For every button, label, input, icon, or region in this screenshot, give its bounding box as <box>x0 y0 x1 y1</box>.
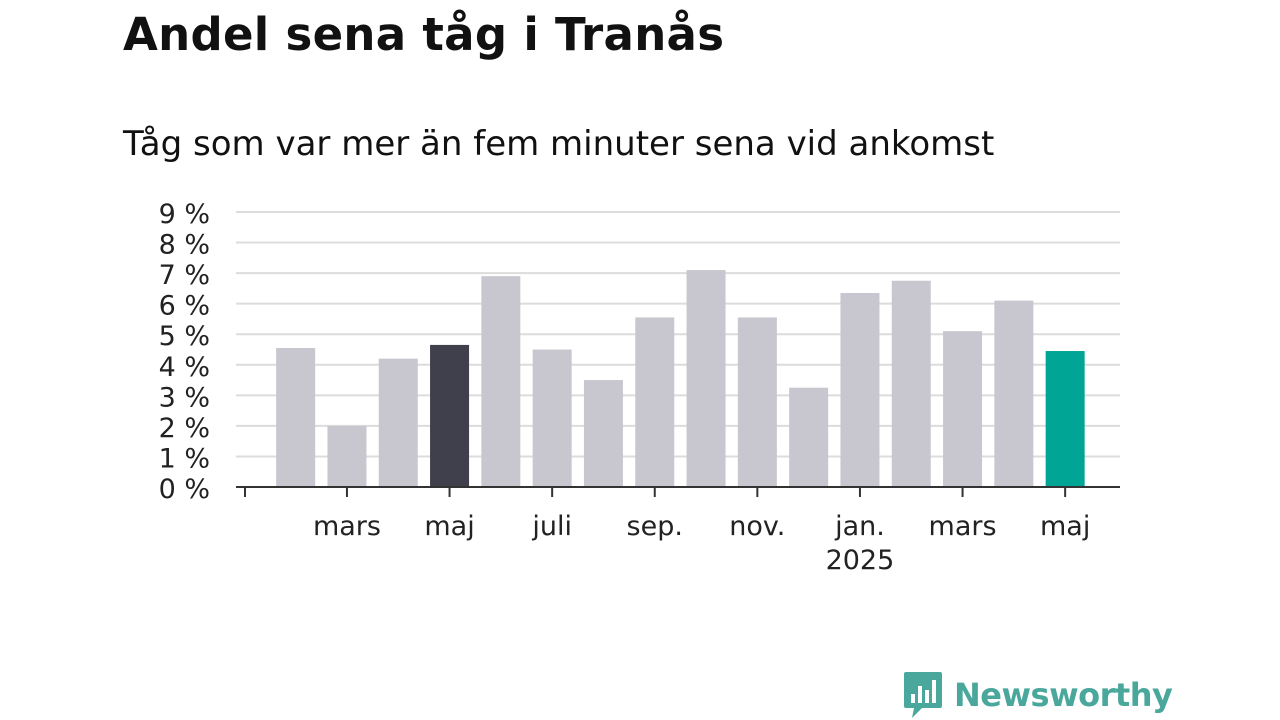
x-tick-label: nov. <box>729 511 785 542</box>
y-tick-label: 8 % <box>159 230 210 261</box>
bar-okt. <box>686 270 726 487</box>
gridlines <box>236 211 1120 458</box>
x-tick-label: jan. <box>834 511 885 542</box>
brand-logo: Newsworthy <box>902 670 1173 720</box>
bar-aug. <box>583 380 623 487</box>
y-axis-tick-labels: 0 %1 %2 %3 %4 %5 %6 %7 %8 %9 % <box>159 199 210 505</box>
bar-juni <box>481 276 521 487</box>
y-tick-label: 6 % <box>159 291 210 322</box>
y-tick-label: 9 % <box>159 199 210 230</box>
bar-chart-speech-bubble-icon <box>904 672 942 718</box>
chart-title: Andel sena tåg i Tranås <box>123 8 725 61</box>
x-tick-label: maj <box>424 511 474 542</box>
y-tick-label: 0 % <box>159 474 210 505</box>
y-tick-label: 5 % <box>159 321 210 352</box>
chart-subtitle: Tåg som var mer än fem minuter sena vid … <box>123 124 995 164</box>
bar-jan. <box>840 292 880 487</box>
bar-mars <box>327 425 367 487</box>
bars <box>276 270 1085 487</box>
y-tick-label: 3 % <box>159 382 210 413</box>
bar-mars <box>943 331 983 487</box>
x-axis-ticks: mars maj juli sep. nov. jan. mars maj 2025 <box>244 487 1090 576</box>
brand-name: Newsworthy <box>954 676 1173 714</box>
x-tick-label: maj <box>1040 511 1090 542</box>
bar-april <box>378 358 418 487</box>
x-year-label: 2025 <box>826 545 895 576</box>
bar-maj <box>1045 351 1085 487</box>
y-tick-label: 7 % <box>159 260 210 291</box>
bar-chart: 0 %1 %2 %3 %4 %5 %6 %7 %8 %9 % mars maj ju… <box>159 199 1120 576</box>
bar-dec. <box>789 387 829 487</box>
x-tick-label: juli <box>531 511 572 542</box>
bar-maj <box>430 344 470 487</box>
x-tick-label: mars <box>313 511 381 542</box>
bar-feb. <box>891 280 931 487</box>
x-tick-label: sep. <box>627 511 683 542</box>
y-tick-label: 4 % <box>159 352 210 383</box>
bar-juli <box>532 349 572 487</box>
bar-nov. <box>737 317 777 487</box>
bar-april <box>994 300 1034 487</box>
bar-sep. <box>635 317 675 487</box>
bar-feb. <box>276 347 316 487</box>
x-tick-label: mars <box>929 511 997 542</box>
y-tick-label: 1 % <box>159 443 210 474</box>
y-tick-label: 2 % <box>159 413 210 444</box>
